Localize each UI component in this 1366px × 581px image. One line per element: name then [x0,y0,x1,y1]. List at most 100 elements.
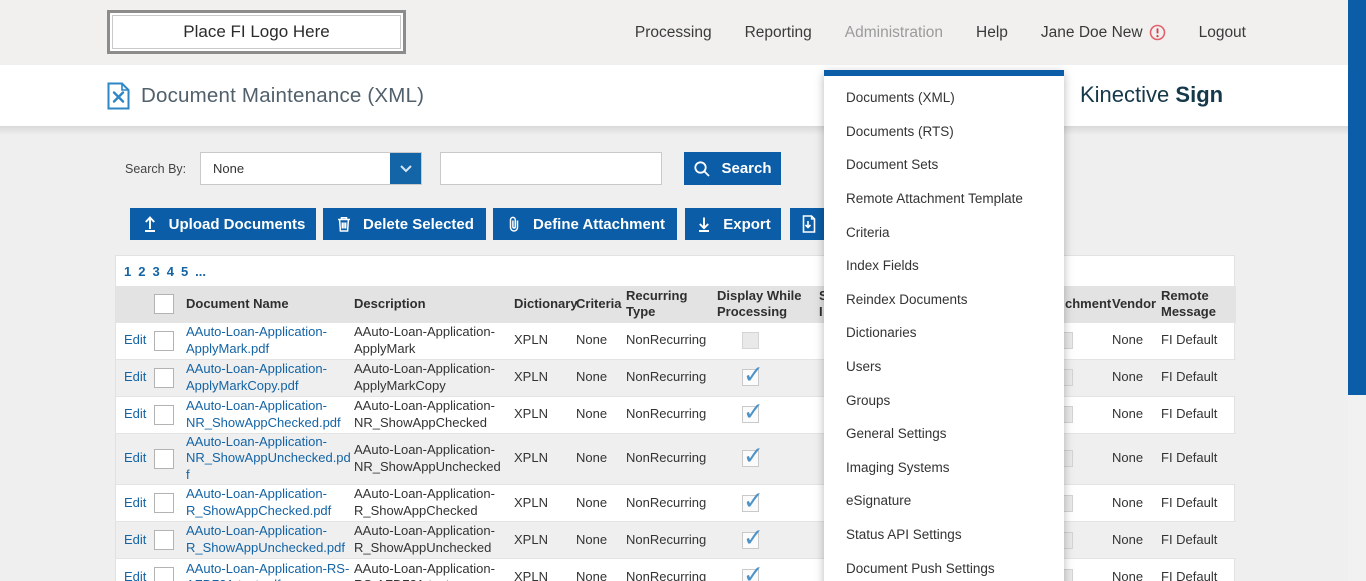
criteria-cell: None [576,531,608,547]
row-checkbox[interactable] [154,567,174,581]
row-checkbox[interactable] [154,367,174,388]
vendor-cell: None [1112,450,1144,466]
edit-link[interactable]: Edit [124,369,147,385]
edit-link[interactable]: Edit [124,450,147,466]
upload-documents-button[interactable]: Upload Documents [130,208,316,240]
edit-link[interactable]: Edit [124,406,147,422]
menu-item-document-sets[interactable]: Document Sets [846,157,939,173]
menu-item-general-settings[interactable]: General Settings [846,426,947,442]
menu-item-index-fields[interactable]: Index Fields [846,258,919,274]
document-name-link[interactable]: AAuto-Loan-Application-R_ShowAppChecked.… [186,486,332,519]
col-remote-message: Remote Message [1161,288,1216,319]
table-row: Edit AAuto-Loan-Application-NR_ShowAppCh… [116,396,1236,433]
row-checkbox[interactable] [154,530,174,551]
menu-item-documents-xml[interactable]: Documents (XML) [846,90,955,106]
menu-item-remote-attachment-template[interactable]: Remote Attachment Template [846,191,1023,207]
menu-item-dictionaries[interactable]: Dictionaries [846,325,917,341]
search-by-select[interactable]: None [200,152,422,185]
document-name-link[interactable]: AAuto-Loan-Application-NR_ShowAppUncheck… [186,433,351,483]
display-while-processing-checkbox [742,359,764,392]
dictionary-cell: XPLN [514,494,548,510]
col-attachment-fragment: chment [1065,295,1112,311]
criteria-cell: None [576,568,608,581]
page-link-2[interactable]: 2 [138,263,146,279]
display-while-processing-checkbox [742,396,764,429]
table-header-row: Document Name Description Dictionary Cri… [116,286,1236,322]
menu-item-esignature[interactable]: eSignature [846,493,912,509]
delete-selected-button[interactable]: Delete Selected [323,208,486,240]
upload-documents-label: Upload Documents [168,215,306,233]
col-covered-fragment: SI [819,288,828,319]
document-name-link[interactable]: AAuto-Loan-Application-RS-AFD731-test.pd… [186,560,350,581]
document-maintenance-icon [107,82,130,110]
criteria-cell: None [576,450,608,466]
menu-item-documents-rts[interactable]: Documents (RTS) [846,123,954,139]
col-dictionary: Dictionary [514,295,578,311]
edit-link[interactable]: Edit [124,494,147,510]
define-attachment-button[interactable]: Define Attachment [493,208,677,240]
row-checkbox[interactable] [154,493,174,514]
vendor-cell: None [1112,406,1144,422]
export-label: Export [723,215,771,233]
menu-item-document-push-settings[interactable]: Document Push Settings [846,560,995,576]
edit-link[interactable]: Edit [124,531,147,547]
vendor-cell: None [1112,568,1144,581]
page-link-5[interactable]: 5 [180,263,189,279]
col-description: Description [354,295,426,311]
nav-item-help[interactable]: Help [976,23,1008,41]
dictionary-cell: XPLN [514,531,548,547]
nav-item-processing[interactable]: Processing [634,23,712,41]
scrollbar-thumb[interactable] [1348,0,1366,395]
description-cell: AAuto-Loan-Application-R_ShowAppChecked [354,486,495,519]
nav-item-logout[interactable]: Logout [1198,23,1246,41]
remote-message-cell: FI Default [1161,450,1218,466]
menu-item-users[interactable]: Users [846,359,882,375]
administration-dropdown-menu: Documents (XML) Documents (RTS) Document… [824,70,1064,581]
nav-item-user[interactable]: Jane Doe New [1041,24,1166,42]
vendor-cell: None [1112,531,1144,547]
edit-link[interactable]: Edit [124,568,147,581]
menu-item-status-api-settings[interactable]: Status API Settings [846,527,962,543]
search-by-selected-value: None [213,161,245,176]
document-name-link[interactable]: AAuto-Loan-Application-NR_ShowAppChecked… [186,397,341,430]
document-name-link[interactable]: AAuto-Loan-Application-ApplyMark.pdf [186,323,327,356]
select-all-checkbox[interactable] [154,293,174,314]
page-link-4[interactable]: 4 [166,263,174,279]
criteria-cell: None [576,369,608,385]
recurring-type-cell: NonRecurring [626,494,707,510]
define-attachment-label: Define Attachment [533,215,665,233]
display-while-processing-checkbox [742,332,759,350]
search-button[interactable]: Search [684,152,781,185]
page-link-1[interactable]: 1 [124,263,132,279]
row-checkbox[interactable] [154,404,174,425]
document-name-link[interactable]: AAuto-Loan-Application-R_ShowAppUnchecke… [186,523,345,556]
search-input[interactable] [440,152,662,185]
vendor-cell: None [1112,494,1144,510]
dictionary-cell: XPLN [514,568,548,581]
document-name-link[interactable]: AAuto-Loan-Application-ApplyMarkCopy.pdf [186,360,327,393]
chevron-down-icon [390,153,421,184]
row-checkbox[interactable] [154,448,174,469]
edit-link[interactable]: Edit [124,332,147,348]
row-checkbox[interactable] [154,330,174,351]
description-cell: AAuto-Loan-Application-RS-AFD731-test [354,560,495,581]
menu-item-criteria[interactable]: Criteria [846,224,890,240]
table-row: Edit AAuto-Loan-Application-ApplyMarkCop… [116,359,1236,396]
fi-logo-text: Place FI Logo Here [183,22,330,41]
page-link-more[interactable]: ... [195,263,207,279]
vertical-scrollbar[interactable] [1348,0,1366,581]
search-by-label: Search By: [125,161,187,176]
menu-item-imaging-systems[interactable]: Imaging Systems [846,459,950,475]
criteria-cell: None [576,332,608,348]
toolbar: Upload Documents Delete Selected Define … [0,208,1346,240]
nav-item-administration[interactable]: Administration [844,23,944,41]
paperclip-icon [505,215,523,233]
nav-item-reporting[interactable]: Reporting [744,23,812,41]
menu-item-groups[interactable]: Groups [846,392,891,408]
export-button[interactable]: Export [685,208,781,240]
description-cell: AAuto-Loan-Application-ApplyMark [354,323,495,356]
dictionary-cell: XPLN [514,406,548,422]
menu-item-reindex-documents[interactable]: Reindex Documents [846,291,968,307]
page-link-3[interactable]: 3 [152,263,160,279]
